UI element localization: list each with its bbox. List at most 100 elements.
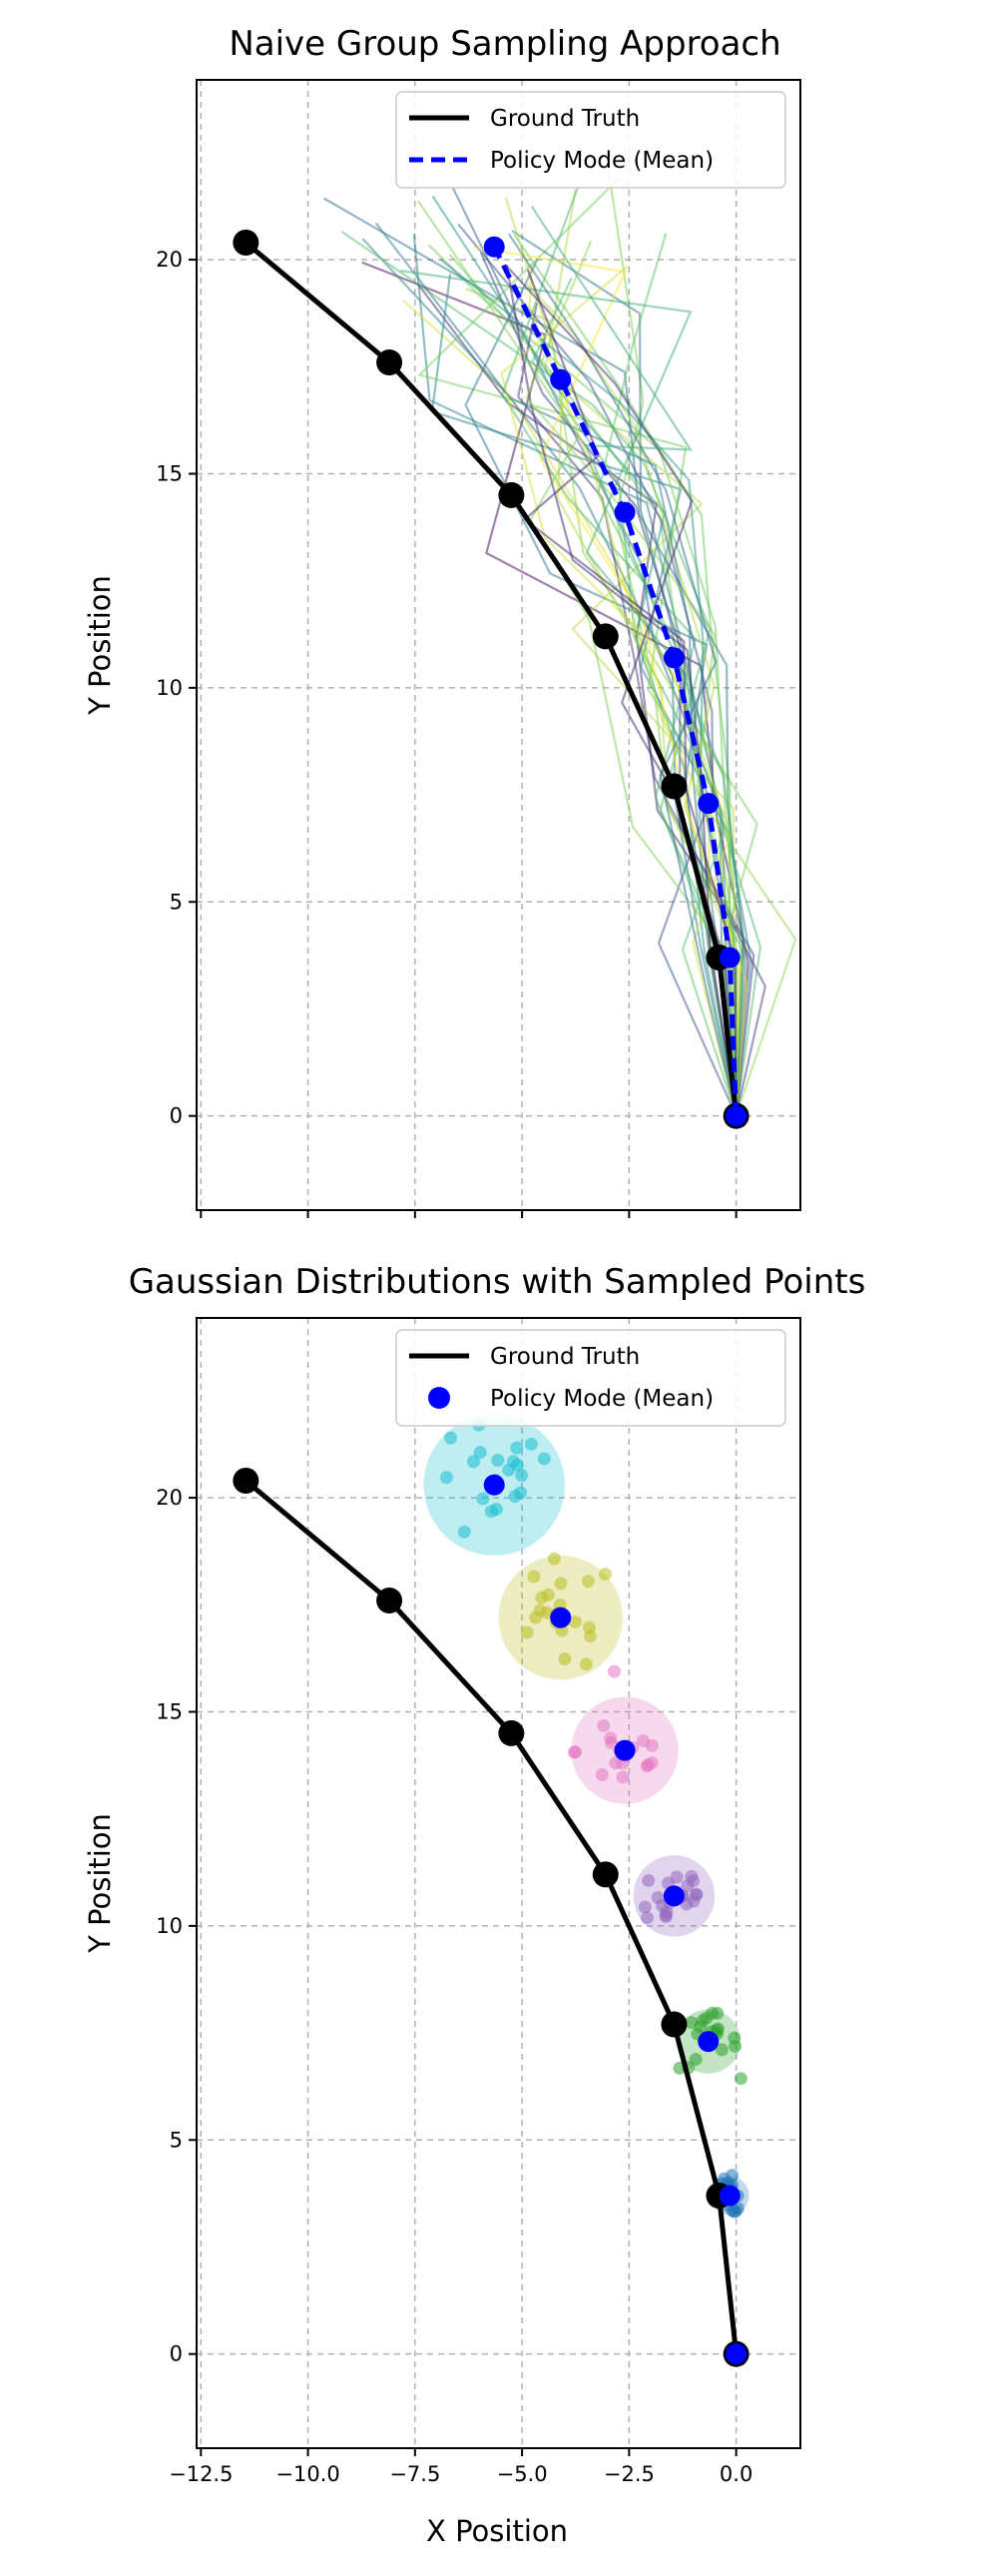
sampled-trajectory — [457, 223, 738, 1117]
ground-truth-point — [233, 1467, 259, 1494]
y-tick-label: 20 — [156, 1486, 183, 1510]
policy-mode-point — [614, 501, 636, 523]
ground-truth-point — [498, 481, 525, 508]
policy-mode-point — [550, 1607, 572, 1628]
sampled-point — [734, 2072, 747, 2086]
sampled-trajectory — [322, 197, 746, 1116]
legend: Ground Truth Policy Mode (Mean) — [395, 91, 786, 189]
sampled-point — [582, 1620, 596, 1634]
sampled-point — [728, 2031, 742, 2045]
sampled-point — [466, 1455, 480, 1469]
legend-swatch-policy-mode — [428, 1387, 450, 1409]
sampled-point — [728, 2205, 742, 2219]
y-tick-label: 5 — [170, 2128, 183, 2152]
sampled-point — [514, 1486, 528, 1500]
legend: Ground Truth Policy Mode (Mean) — [395, 1329, 786, 1427]
sampled-trajectory — [479, 252, 755, 1116]
sampled-point — [529, 1610, 543, 1624]
sampled-point — [645, 1738, 659, 1752]
ground-truth-point — [498, 1719, 525, 1746]
x-tick-label: −10.0 — [275, 2462, 339, 2486]
legend-label-ground-truth: Ground Truth — [490, 1344, 640, 1370]
sampled-point — [659, 1910, 673, 1924]
policy-mode-point — [726, 1105, 747, 1127]
sampled-point — [473, 1446, 487, 1460]
policy-mode-point — [550, 368, 572, 390]
chart-gaussian-distributions: Gaussian Distributions with Sampled Poin… — [83, 1262, 865, 2548]
y-axis-label: Y Position — [83, 575, 117, 716]
sampled-point — [537, 1452, 551, 1466]
sampled-point — [715, 2043, 729, 2057]
x-tick-label: −7.5 — [389, 2462, 440, 2486]
y-axis-label: Y Position — [83, 1813, 117, 1954]
policy-mode-point — [698, 793, 720, 815]
sampled-point — [690, 1887, 704, 1901]
grid — [197, 1318, 800, 2448]
policy-mode-line — [491, 246, 740, 1116]
legend-box — [395, 1329, 786, 1427]
sampled-trajectory — [427, 244, 744, 1116]
sampled-point — [641, 1911, 655, 1925]
policy-mode-point — [663, 647, 685, 669]
x-axis-label: X Position — [426, 2514, 568, 2548]
grid — [197, 80, 800, 1210]
sampled-point — [581, 1575, 595, 1589]
x-tick-label: −5.0 — [497, 2462, 548, 2486]
legend-box — [395, 91, 786, 189]
policy-mode-point — [483, 236, 505, 258]
chart-naive-group-sampling: Naive Group Sampling Approach 0 5 10 15 20 Y… — [83, 24, 801, 1218]
legend-label-policy-mode: Policy Mode (Mean) — [490, 148, 714, 174]
sampled-point — [547, 1552, 561, 1566]
sampled-point — [568, 1614, 582, 1628]
sampled-trajectory — [399, 270, 738, 1116]
sampled-trajectory — [525, 240, 797, 1117]
ground-truth-point — [661, 773, 688, 800]
sampled-point — [696, 2014, 710, 2028]
sampled-point — [616, 1770, 630, 1784]
sampled-point — [476, 1492, 490, 1506]
sampled-point — [457, 1525, 471, 1539]
x-tick-label: −2.5 — [604, 2462, 655, 2486]
ground-truth-point — [592, 1861, 619, 1888]
sampled-point — [597, 1718, 611, 1732]
sampled-point — [579, 1657, 593, 1671]
x-tick-label: −12.5 — [169, 2462, 233, 2486]
sampled-point — [502, 1463, 516, 1477]
chart-title: Gaussian Distributions with Sampled Poin… — [129, 1262, 866, 1302]
policy-mode-point — [483, 1474, 505, 1496]
chart-title: Naive Group Sampling Approach — [229, 24, 780, 64]
sampled-point — [524, 1437, 538, 1451]
sampled-point — [515, 1469, 529, 1483]
sampled-point — [554, 1577, 568, 1591]
sampled-point — [595, 1767, 609, 1781]
sampled-point — [567, 1745, 581, 1759]
policy-mode-point — [663, 1885, 685, 1907]
x-ticks: −12.5 −10.0 −7.5 −5.0 −2.5 0.0 — [169, 2448, 752, 2486]
sampled-trajectories — [322, 150, 797, 1117]
policy-mode-point — [698, 2031, 720, 2053]
sampled-point — [689, 2053, 703, 2067]
y-tick-label: 0 — [170, 1104, 183, 1128]
sampled-point — [608, 1664, 622, 1678]
legend-label-policy-mode: Policy Mode (Mean) — [490, 1386, 714, 1412]
y-tick-label: 5 — [170, 890, 183, 914]
policy-mode-point — [726, 2343, 747, 2365]
sampled-point — [609, 1756, 623, 1770]
policy-mode-point — [719, 2185, 741, 2207]
y-tick-label: 0 — [170, 2342, 183, 2366]
sampled-point — [527, 1570, 541, 1584]
y-tick-label: 10 — [156, 676, 183, 700]
legend-label-ground-truth: Ground Truth — [490, 106, 640, 132]
plot-frame — [196, 1317, 801, 2449]
y-ticks: 0 5 10 15 20 — [156, 1486, 197, 2366]
y-tick-label: 10 — [156, 1914, 183, 1938]
sampled-point — [641, 1758, 655, 1772]
sampled-point — [491, 1453, 505, 1467]
sampled-point — [510, 1441, 524, 1455]
sampled-point — [558, 1651, 572, 1665]
sampled-point — [655, 1899, 669, 1913]
sampled-point — [598, 1568, 612, 1582]
y-tick-label: 20 — [156, 248, 183, 272]
sampled-point — [638, 1900, 652, 1914]
